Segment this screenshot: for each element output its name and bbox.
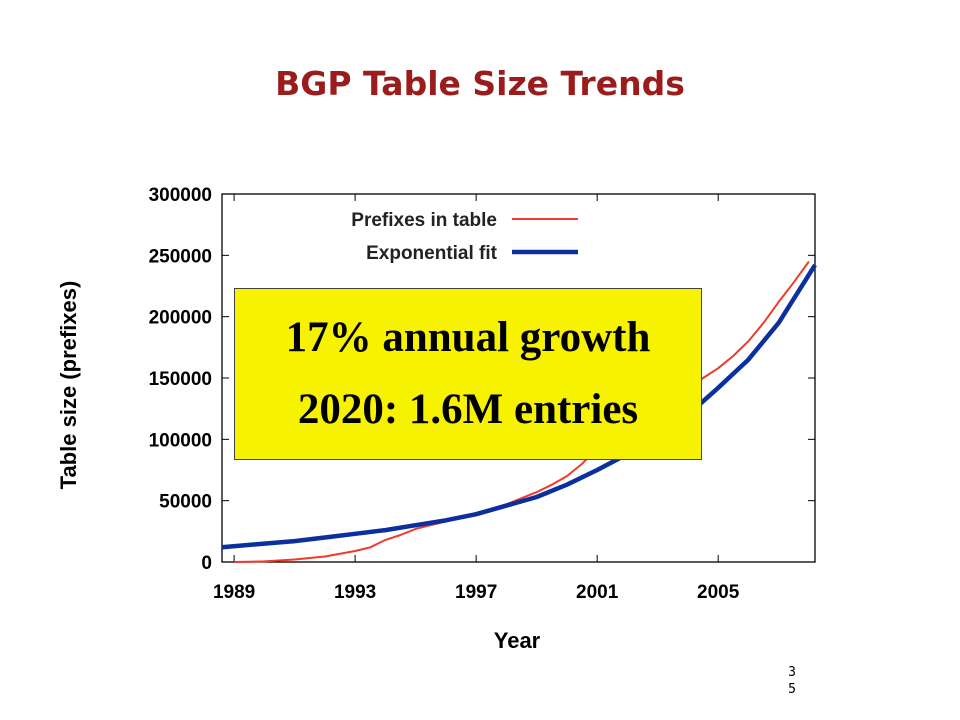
x-tick-label: 1993 — [334, 582, 376, 603]
callout-growth-text: 17% annual growth — [285, 314, 651, 361]
y-tick-label: 300000 — [149, 185, 212, 206]
series-layer — [221, 260, 817, 563]
slide-title: BGP Table Size Trends — [275, 64, 685, 103]
x-tick-label: 1989 — [213, 582, 255, 603]
y-tick-label: 100000 — [149, 430, 212, 451]
y-tick-label: 0 — [201, 553, 212, 574]
page-number: 35 — [788, 665, 796, 697]
y-tick-label: 250000 — [149, 246, 212, 267]
legend-label: Exponential fit — [366, 243, 498, 264]
growth-callout: 17% annual growth 2020: 1.6M entries — [234, 288, 702, 460]
y-tick-label: 150000 — [149, 369, 212, 390]
x-axis-label: Year — [494, 628, 541, 653]
legend-label: Prefixes in table — [351, 210, 497, 231]
x-tick-label: 2001 — [576, 582, 619, 603]
legend: Prefixes in table Exponential fit — [351, 210, 578, 264]
y-axis-ticks: 0 50000 100000 150000 200000 250000 300000 — [149, 185, 815, 574]
series-exponential-fit-line — [221, 263, 817, 550]
x-tick-label: 1997 — [455, 582, 497, 603]
callout-projection-text: 2020: 1.6M entries — [297, 386, 639, 433]
series-exponential-fit — [221, 263, 817, 550]
x-tick-label: 2005 — [697, 582, 740, 603]
x-axis-ticks: 1989 1993 1997 2001 2005 — [213, 194, 740, 603]
y-tick-label: 200000 — [149, 308, 212, 329]
y-axis-label: Table size (prefixes) — [56, 281, 81, 490]
y-tick-label: 50000 — [159, 492, 212, 513]
